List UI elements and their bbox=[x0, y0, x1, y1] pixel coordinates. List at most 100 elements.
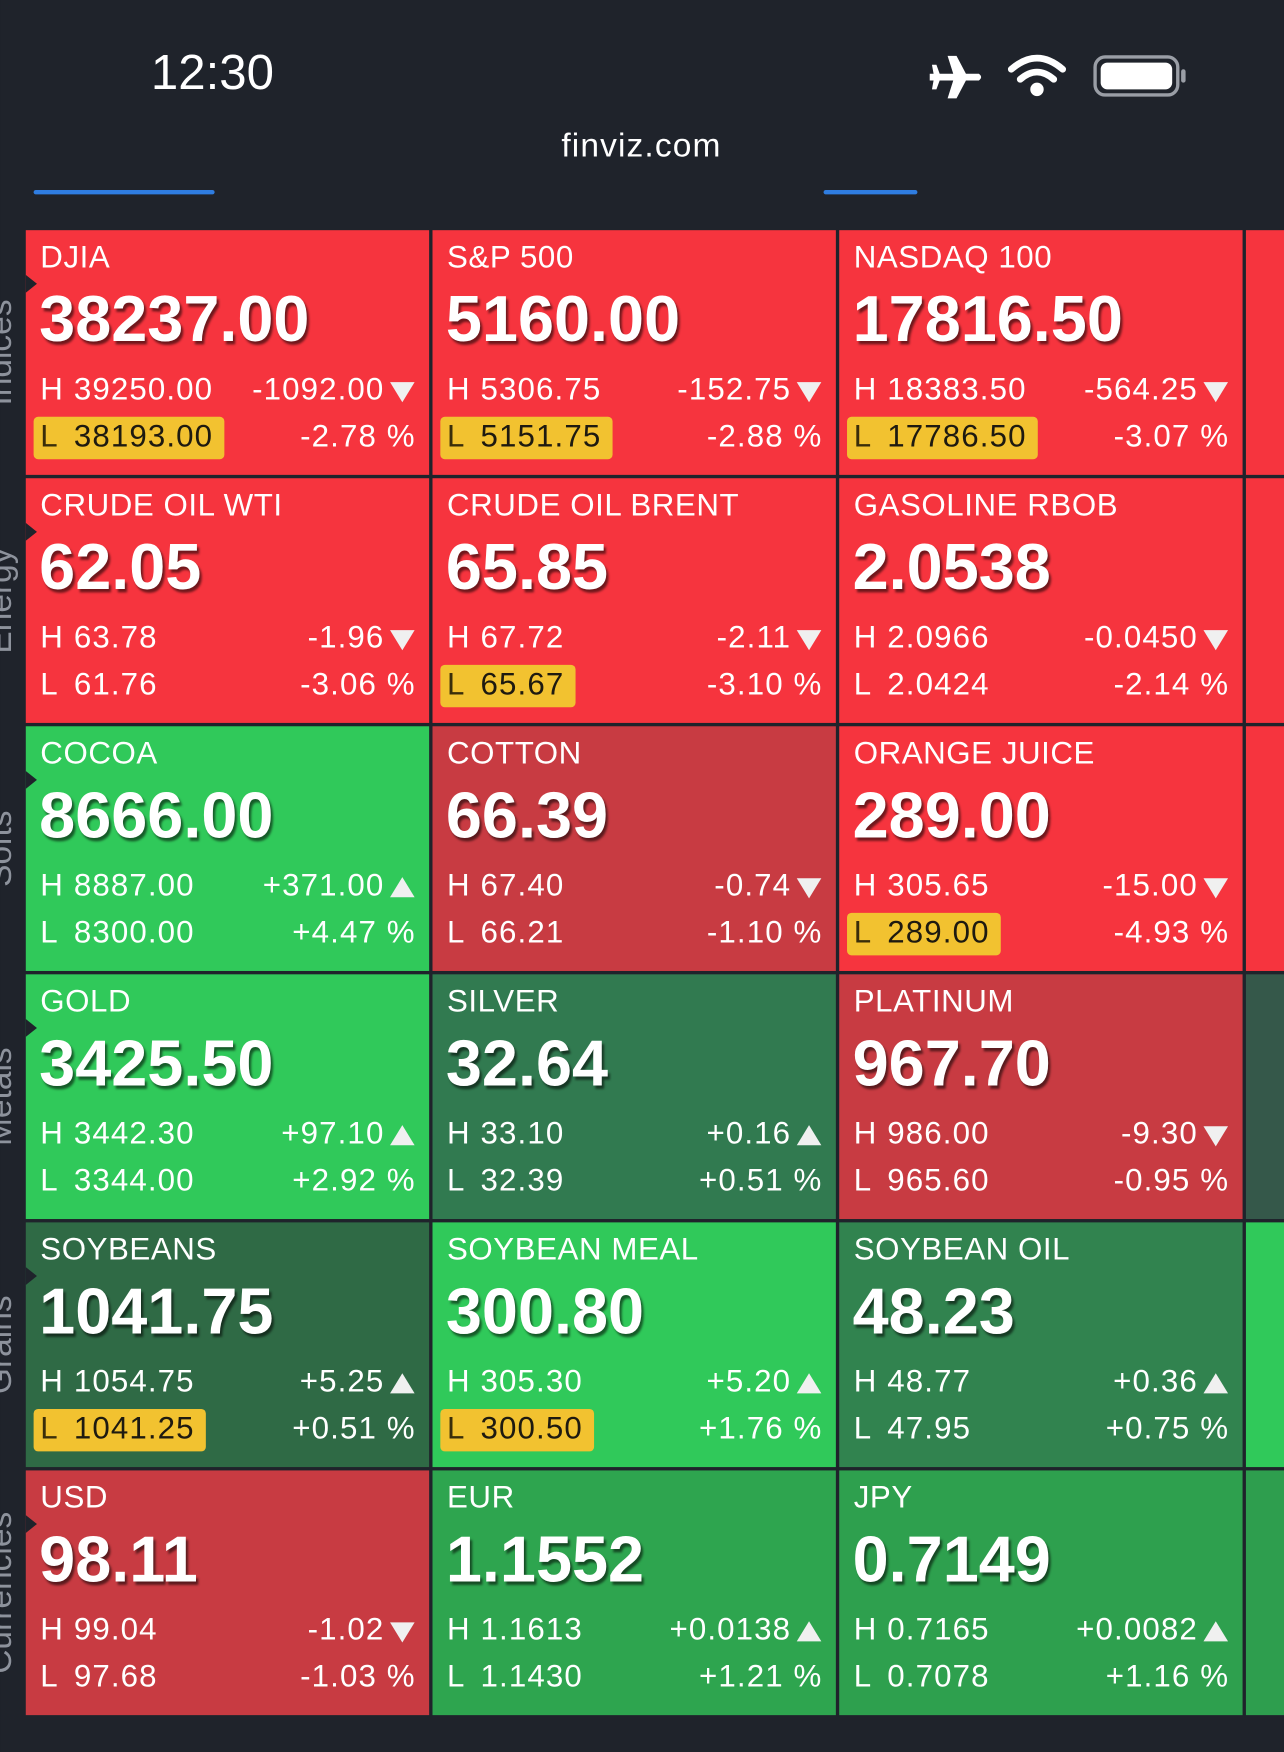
arrow-up bbox=[796, 1125, 822, 1146]
low-value: 289.00 bbox=[887, 914, 989, 949]
low-value: 66.21 bbox=[481, 914, 565, 949]
tile-name: SOYBEANS bbox=[40, 1232, 217, 1267]
low-value: 8300.00 bbox=[74, 914, 195, 949]
low-value: 97.68 bbox=[74, 1659, 158, 1694]
tile-price: 65.85 bbox=[446, 530, 608, 603]
high-value: 48.77 bbox=[887, 1364, 971, 1399]
change-pct: +0.51 % bbox=[699, 1162, 822, 1197]
low-value: 17786.50 bbox=[887, 418, 1026, 453]
tile-price: 98.11 bbox=[39, 1522, 198, 1595]
change: -1.96 bbox=[308, 619, 385, 654]
change-pct: -0.95 % bbox=[1114, 1162, 1230, 1197]
tile-grid: DJIA 38237.00 H 39250.00 -1092.00 L 38193.00 -2… bbox=[25, 230, 1284, 1716]
arrow-up bbox=[390, 1125, 415, 1146]
tile[interactable]: GASOLINE RBOB 2.0538 H 2.0966 -0.0450 L 2.0424… bbox=[839, 478, 1243, 723]
low-prefix: L bbox=[40, 914, 59, 949]
tab-indicator bbox=[33, 189, 215, 195]
change-pct: +1.16 % bbox=[1106, 1659, 1229, 1694]
high-value: 305.30 bbox=[481, 1364, 583, 1399]
high-value: 67.72 bbox=[481, 619, 565, 654]
tile-name: NASDAQ 100 bbox=[854, 239, 1052, 274]
change-pct: +0.75 % bbox=[1106, 1410, 1229, 1445]
tile-bg bbox=[25, 974, 430, 1220]
change-pct: +0.51 % bbox=[292, 1410, 415, 1445]
tile-price: 38237.00 bbox=[39, 282, 309, 355]
tile-price: 1041.75 bbox=[39, 1274, 273, 1347]
change: -2.11 bbox=[717, 619, 792, 654]
high-value: 18383.50 bbox=[887, 371, 1026, 406]
change-pct: -4.93 % bbox=[1114, 914, 1230, 949]
low-value: 0.7078 bbox=[887, 1659, 989, 1694]
tile[interactable]: ORANGE JUICE 289.00 H 305.65 -15.00 L 289.00 -4… bbox=[839, 726, 1243, 971]
arrow-down bbox=[796, 382, 822, 403]
tile[interactable]: JPY 0.7149 H 0.7165 +0.0082 L 0.7078 +1.16 % bbox=[839, 1470, 1243, 1716]
section-label: Currencies bbox=[0, 1512, 19, 1674]
tile-price: 8666.00 bbox=[39, 778, 273, 851]
high-value: 39250.00 bbox=[74, 371, 213, 406]
tile-name: EUR bbox=[447, 1480, 515, 1515]
low-prefix: L bbox=[854, 1410, 873, 1445]
low-value: 5151.75 bbox=[481, 418, 602, 453]
tile-partial bbox=[1245, 230, 1284, 475]
tile[interactable]: PLATINUM 967.70 H 986.00 -9.30 L 965.60 -0.95 % bbox=[839, 974, 1243, 1220]
tile[interactable]: CRUDE OIL BRENT 65.85 H 67.72 -2.11 L 65.67 -3.… bbox=[432, 478, 836, 723]
tile[interactable]: USD 98.11 H 99.04 -1.02 L 97.68 -1.03 % bbox=[25, 1470, 430, 1716]
section-label: Softs bbox=[0, 810, 19, 886]
low-value: 65.67 bbox=[481, 666, 565, 701]
low-badge bbox=[33, 1408, 206, 1452]
tile-name: GOLD bbox=[40, 984, 131, 1019]
low-value: 300.50 bbox=[481, 1410, 583, 1445]
tile-partial bbox=[1245, 478, 1284, 723]
tile-bg bbox=[25, 726, 430, 971]
tile-price: 17816.50 bbox=[853, 282, 1123, 355]
tile-bg bbox=[839, 1470, 1243, 1716]
tile-name: ORANGE JUICE bbox=[854, 736, 1095, 771]
tile-partial bbox=[1245, 1222, 1284, 1468]
tile-bg bbox=[25, 478, 430, 723]
arrow-up bbox=[1203, 1621, 1229, 1642]
tile[interactable]: SILVER 32.64 H 33.10 +0.16 L 32.39 +0.51 % bbox=[432, 974, 836, 1220]
tile[interactable]: COTTON 66.39 H 67.40 -0.74 L 66.21 -1.10 % bbox=[432, 726, 836, 971]
tab-indicator bbox=[823, 189, 918, 195]
high-value: 5306.75 bbox=[481, 371, 602, 406]
tile-partial bbox=[1245, 726, 1284, 971]
arrow-down bbox=[1203, 382, 1229, 403]
tile[interactable]: COCOA 8666.00 H 8887.00 +371.00 L 8300.00 +4.47… bbox=[25, 726, 430, 971]
change-pct: +1.76 % bbox=[699, 1410, 822, 1445]
tile[interactable]: SOYBEANS 1041.75 H 1054.75 +5.25 L 1041.25 +0.5… bbox=[25, 1222, 430, 1468]
tile-partial bbox=[1245, 974, 1284, 1220]
tile[interactable]: CRUDE OIL WTI 62.05 H 63.78 -1.96 L 61.76 -3.06… bbox=[25, 478, 430, 723]
change-pct: -3.10 % bbox=[707, 666, 823, 701]
tile[interactable]: EUR 1.1552 H 1.1613 +0.0138 L 1.1430 +1.21 % bbox=[432, 1470, 836, 1716]
tile[interactable]: SOYBEAN OIL 48.23 H 48.77 +0.36 L 47.95 +0.75 % bbox=[839, 1222, 1243, 1468]
tile-name: SOYBEAN MEAL bbox=[447, 1232, 699, 1267]
low-badge bbox=[847, 416, 1038, 460]
high-prefix: H bbox=[40, 867, 64, 902]
low-value: 965.60 bbox=[887, 1162, 989, 1197]
high-prefix: H bbox=[447, 1612, 471, 1647]
tile-price: 2.0538 bbox=[853, 530, 1051, 603]
tile[interactable]: SOYBEAN MEAL 300.80 H 305.30 +5.20 L 300.50 +1.… bbox=[432, 1222, 836, 1468]
tile[interactable]: S&P 500 5160.00 H 5306.75 -152.75 L 5151.75 -2.… bbox=[432, 230, 836, 475]
high-value: 63.78 bbox=[74, 619, 158, 654]
tile-name: JPY bbox=[854, 1480, 913, 1515]
low-badge bbox=[847, 912, 1001, 956]
low-value: 2.0424 bbox=[887, 666, 989, 701]
high-value: 33.10 bbox=[481, 1115, 565, 1150]
change-pct: -3.07 % bbox=[1114, 418, 1230, 453]
tile[interactable]: DJIA 38237.00 H 39250.00 -1092.00 L 38193.00 -2… bbox=[25, 230, 430, 475]
high-value: 0.7165 bbox=[887, 1612, 989, 1647]
change-pct: -2.14 % bbox=[1114, 666, 1230, 701]
battery-icon bbox=[1093, 55, 1186, 97]
high-prefix: H bbox=[854, 1115, 878, 1150]
high-value: 67.40 bbox=[481, 867, 565, 902]
high-prefix: H bbox=[447, 1115, 471, 1150]
tile[interactable]: GOLD 3425.50 H 3442.30 +97.10 L 3344.00 +2.92 % bbox=[25, 974, 430, 1220]
arrow-down bbox=[1203, 878, 1229, 899]
low-prefix: L bbox=[854, 418, 873, 453]
high-prefix: H bbox=[854, 1612, 878, 1647]
change: -1.02 bbox=[308, 1612, 385, 1647]
low-prefix: L bbox=[854, 1162, 873, 1197]
tile[interactable]: NASDAQ 100 17816.50 H 18383.50 -564.25 L 17786… bbox=[839, 230, 1243, 475]
